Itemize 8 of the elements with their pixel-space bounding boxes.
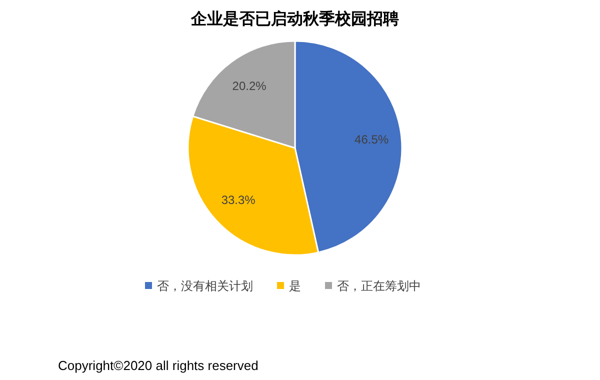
text: Copyright©2020 all rights reserved (58, 358, 258, 373)
data-label: 20.2% (232, 78, 267, 93)
chart-title: 企业是否已启动秋季校园招聘 (190, 9, 399, 28)
legend-label: 是 (289, 279, 301, 293)
data-label: 33.3% (221, 193, 256, 208)
legend-label: 否，正在筹划中 (337, 279, 421, 293)
legend-label: 否，没有相关计划 (157, 279, 253, 293)
data-label: 46.5% (354, 132, 389, 147)
